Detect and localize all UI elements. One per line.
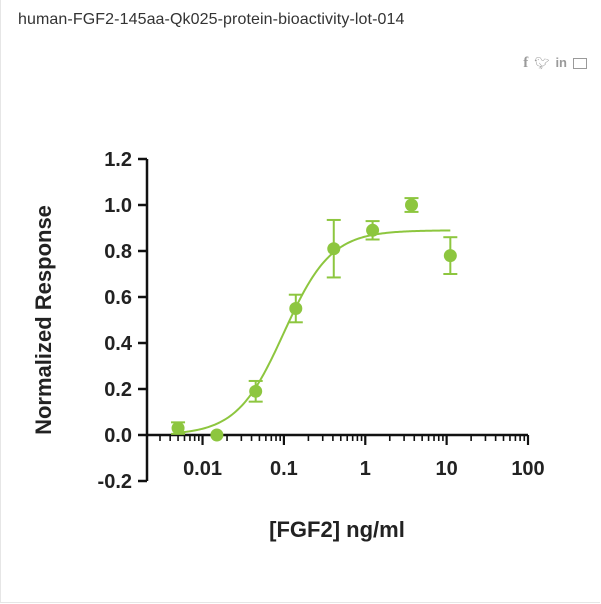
share-bar: f 🐦︎ in	[523, 55, 587, 71]
data-points	[171, 198, 457, 442]
facebook-icon[interactable]: f	[523, 55, 529, 71]
y-axis-title: Normalized Response	[31, 205, 56, 435]
data-point	[366, 223, 380, 237]
y-tick-label: 1.0	[104, 195, 132, 217]
data-point	[327, 242, 341, 256]
data-point	[405, 198, 419, 212]
x-tick-label: 1	[360, 458, 371, 480]
linkedin-icon[interactable]: in	[555, 55, 567, 70]
data-point	[249, 384, 263, 398]
y-tick-label: 0.2	[104, 379, 132, 401]
fit-curve-group	[177, 229, 451, 434]
data-point	[171, 421, 185, 435]
y-tick-label: 0.6	[104, 287, 132, 309]
error-bars	[171, 197, 458, 435]
x-tick-label: 10	[436, 458, 458, 480]
data-point	[289, 302, 303, 315]
chart-axes: -0.2 0.0 0.2 0.4 0.6 0.8 1.0 1.2 0.01 0.1 1 10 100	[98, 149, 545, 493]
y-tick-label: 0.0	[104, 425, 132, 447]
x-tick-label: 0.1	[270, 458, 298, 480]
fit-curve	[177, 229, 451, 434]
y-tick-label: 0.4	[104, 333, 133, 355]
x-tick-label: 0.01	[183, 458, 222, 480]
email-icon[interactable]	[573, 57, 587, 69]
data-point	[210, 428, 224, 442]
y-tick-label: -0.2	[98, 471, 132, 493]
y-tick-label: 0.8	[104, 241, 132, 263]
twitter-icon[interactable]: 🐦︎	[534, 56, 550, 70]
page-title: human-FGF2-145aa-Qk025-protein-bioactivi…	[18, 11, 405, 28]
data-point	[443, 249, 457, 263]
x-axis-title: [FGF2] ng/ml	[269, 517, 405, 542]
x-tick-label: 100	[511, 458, 544, 480]
y-tick-label: 1.2	[104, 149, 132, 171]
